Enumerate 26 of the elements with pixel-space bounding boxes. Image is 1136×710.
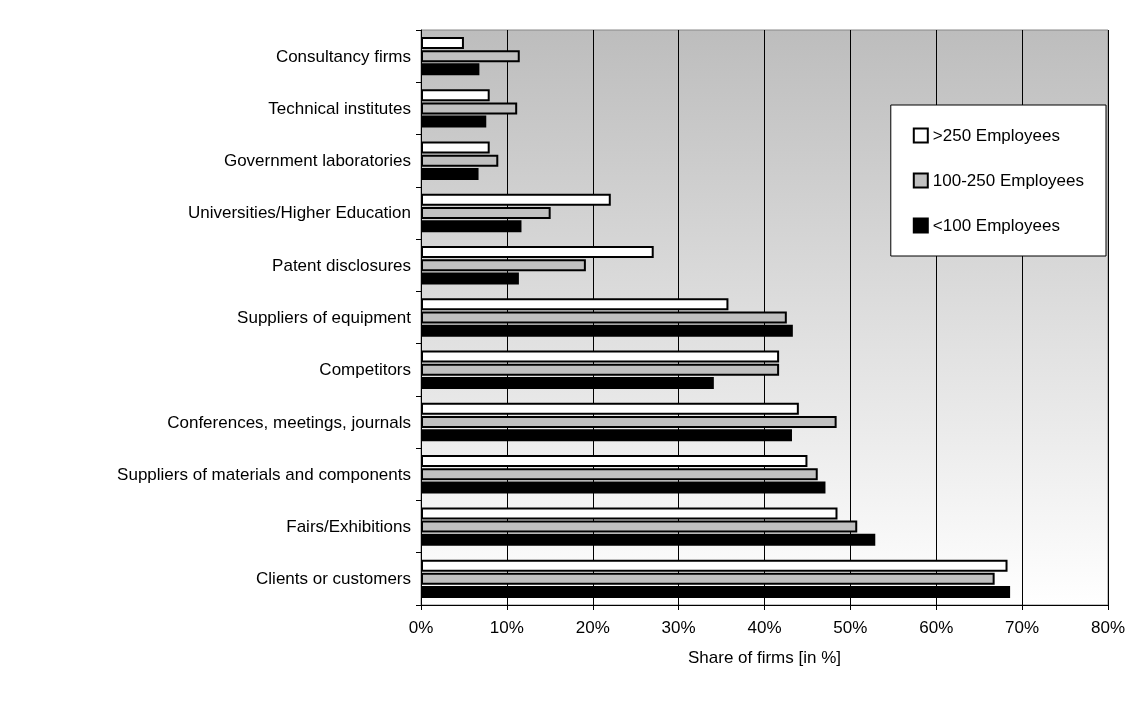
- legend-label: <100 Employees: [932, 216, 1060, 235]
- y-tick-label: Suppliers of materials and components: [117, 464, 411, 484]
- bar: [421, 115, 487, 128]
- x-tick-label: 60%: [919, 618, 954, 637]
- y-tick-label: Government laboratories: [223, 151, 411, 171]
- legend-label: >250 Employees: [932, 126, 1060, 145]
- x-tick-label: 10%: [489, 618, 524, 637]
- y-tick-label: Universities/Higher Education: [188, 203, 411, 223]
- legend-label: 100-250 Employees: [932, 171, 1085, 190]
- y-tick-label: Technical institutes: [268, 98, 411, 118]
- y-tick-label: Patent disclosures: [272, 255, 411, 275]
- y-tick-label: Clients or customers: [256, 569, 411, 589]
- x-tick-label: 20%: [575, 618, 610, 637]
- x-tick-label: 80%: [1090, 618, 1126, 637]
- x-tick-label: 50%: [833, 618, 868, 637]
- y-tick-label: Consultancy firms: [275, 46, 411, 66]
- x-axis-title: Share of firms [in %]: [687, 648, 842, 667]
- bar: [421, 141, 490, 154]
- y-tick-label: Suppliers of equipment: [237, 308, 412, 327]
- y-tick-label: Conferences, meetings, journals: [167, 412, 411, 432]
- x-tick-label: 70%: [1005, 618, 1040, 637]
- y-tick-label: Competitors: [319, 360, 411, 380]
- x-tick-label: 0%: [408, 618, 434, 637]
- y-tick-label: Fairs/Exhibitions: [286, 517, 411, 537]
- x-tick-label: 30%: [661, 618, 696, 637]
- x-tick-label: 40%: [747, 618, 782, 637]
